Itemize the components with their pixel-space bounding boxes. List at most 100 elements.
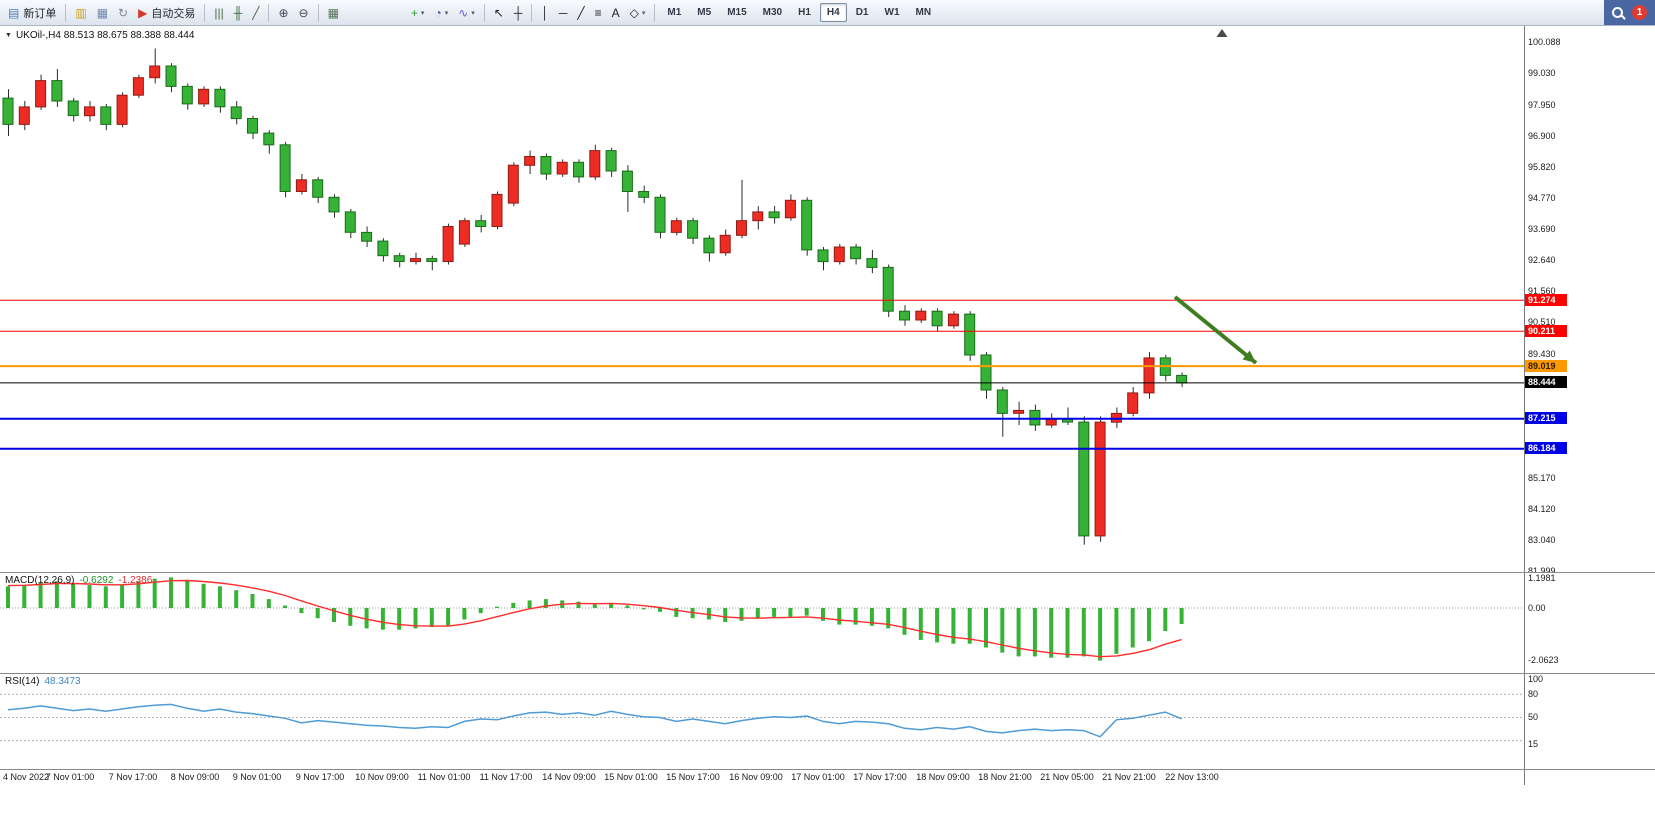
crosshair-icon: ┼ [513,5,523,20]
candle [35,80,47,108]
candle [328,196,340,213]
rsi-axis[interactable]: 100 80 50 15 [1524,674,1655,769]
candle [964,313,976,356]
profiles-icon[interactable]: ▦ [93,3,112,23]
fibonacci-icon[interactable]: ≡ [591,3,606,23]
refresh-icon: ↻ [118,5,129,20]
autotrading-button[interactable]: ▶ 自动交易 [134,3,199,23]
vertical-line-icon[interactable]: │ [537,3,553,23]
macd-tick: 0.00 [1528,603,1546,613]
price-badge-91.274: 91.274 [1525,294,1567,306]
timeframe-mn[interactable]: MN [915,7,932,18]
candlestick-chart-icon: ╫ [233,5,243,20]
horizontal-line-icon[interactable]: ─ [555,3,572,23]
macd-value-signal: -1.2386 [118,575,153,586]
symbol-line: UKOil-,H4 88.513 88.675 88.388 88.444 [15,30,195,41]
shapes-icon[interactable]: ◇ ▾ [626,3,650,23]
candles-layer [2,48,1188,545]
candle [899,310,910,321]
trend-arrow[interactable] [1173,295,1258,365]
new-order-icon: ▤ [8,5,20,20]
time-tick: 10 Nov 09:00 [355,772,409,782]
time-tick: 16 Nov 09:00 [729,772,783,782]
candle [866,258,878,268]
candle [882,266,894,312]
toolbar-separator [268,3,270,22]
timeframe-m30[interactable]: M30 [762,7,783,18]
candle [1029,409,1041,426]
timeframe-d1[interactable]: D1 [855,7,869,18]
candle [295,179,307,193]
refresh-icon[interactable]: ↻ [114,3,132,23]
price-tick: 91.560 [1528,286,1556,296]
price-tick: 89.430 [1528,349,1556,359]
candlestick-chart-icon[interactable]: ╫ [230,3,247,23]
timeframe-m1[interactable]: M1 [667,7,682,18]
zoom-in-icon: ⊕ [278,5,289,20]
time-axis[interactable]: 4 Nov 2022 7 Nov 01:00 7 Nov 17:00 8 Nov 09… [0,770,1524,785]
candle [556,161,568,175]
symbol-ohlc-label: ▼ UKOil-,H4 88.513 88.675 88.388 88.444 [5,30,194,41]
timeframe-w1[interactable]: W1 [884,7,900,18]
trendline-icon[interactable]: ╱ [573,3,588,23]
macd-name: MACD(12,26,9) [5,575,75,586]
timeframe-m5[interactable]: M5 [697,7,712,18]
time-tick: 22 Nov 13:00 [1165,772,1219,782]
add-indicator-icon[interactable]: + ▾ [407,3,429,23]
main-chart[interactable]: ▼ UKOil-,H4 88.513 88.675 88.388 88.444 [0,26,1524,572]
timeframe-h4[interactable]: H4 [819,3,847,22]
candle [1045,418,1057,426]
rsi-name: RSI(14) [5,676,40,687]
line-chart-icon[interactable]: ╱ [248,3,263,23]
time-tick: 18 Nov 21:00 [978,772,1032,782]
price-axis[interactable]: 100.088 99.030 97.950 96.900 95.820 94.770 93.… [1524,26,1655,572]
new-order-button[interactable]: ▤ 新订单 [4,3,60,23]
price-badge-90.211: 90.211 [1525,325,1567,337]
search-icon[interactable] [1612,7,1623,18]
price-badge-87.215: 87.215 [1525,412,1567,424]
candle [475,220,487,227]
candle [84,106,95,117]
candle [573,161,584,178]
period-icon[interactable]: ◔ ▾ [430,3,452,23]
timeframe-h1[interactable]: H1 [798,7,811,18]
macd-panel[interactable]: MACD(12,26,9) -0.6292 -1.2386 [0,573,1524,673]
timeframe-m15[interactable]: M15 [727,7,747,18]
text-icon[interactable]: A [608,3,624,23]
collapse-arrow-icon[interactable]: ▼ [5,32,12,39]
candle [605,150,617,172]
macd-signal-line [7,579,1182,658]
templates-icon[interactable]: ∿ ▾ [454,3,479,23]
text-icon: A [611,5,620,20]
bar-chart-icon[interactable]: ||| [210,3,227,23]
candle [198,88,210,105]
toolbar-separator [654,3,656,22]
new-chart-icon[interactable]: ▥ [71,3,90,23]
macd-axis[interactable]: 1.1981 0.00 -2.0623 [1524,573,1655,673]
horizontal-lines[interactable] [0,299,1524,450]
macd-value-main: -0.6292 [79,575,114,586]
tile-windows-icon[interactable]: ▦ [324,3,343,23]
cursor-icon[interactable]: ↖ [490,3,508,23]
price-tick: 96.900 [1528,131,1556,141]
time-tick: 9 Nov 17:00 [295,772,345,782]
chart-shift-marker[interactable] [1216,29,1228,37]
candle [638,191,650,198]
candle [752,211,764,222]
candle [801,199,813,251]
fibonacci-icon: ≡ [594,5,602,20]
notification-badge[interactable]: 1 [1632,5,1647,20]
price-tick: 93.690 [1528,224,1556,234]
rsi-panel[interactable]: RSI(14) 48.3473 [0,674,1524,769]
candle [263,132,275,146]
toolbar-separator [65,3,67,22]
zoom-in-icon[interactable]: ⊕ [274,3,292,23]
candle [931,310,943,327]
macd-tick: 1.1981 [1528,573,1556,583]
zoom-out-icon[interactable]: ⊖ [295,3,313,23]
candle [410,258,421,263]
candle [524,156,536,166]
crosshair-icon[interactable]: ┼ [510,3,527,23]
candle [149,65,161,79]
